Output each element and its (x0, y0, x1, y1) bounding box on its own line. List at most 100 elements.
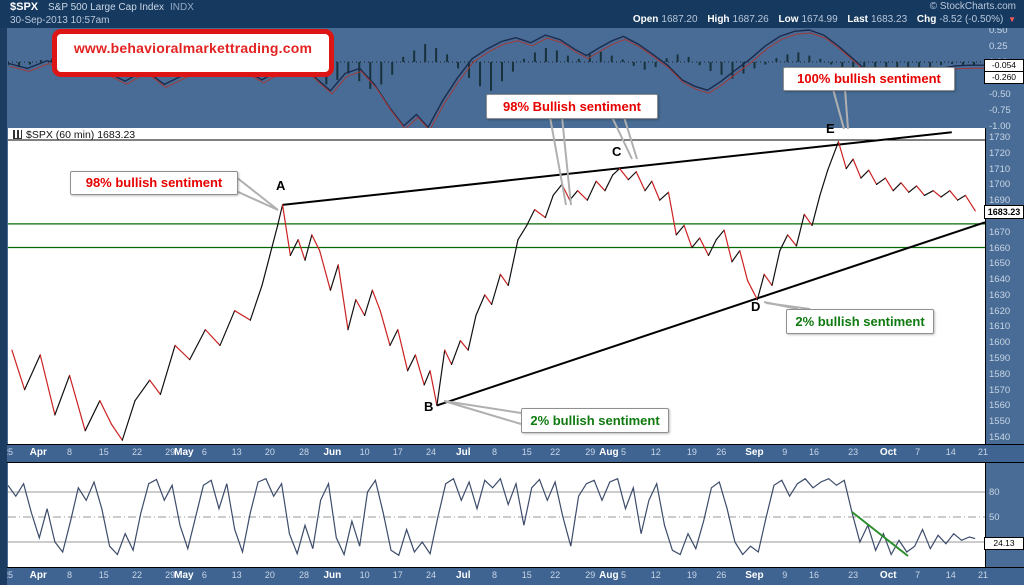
price-ytick: 1730 (989, 132, 1011, 143)
price-ytick: 1690 (989, 195, 1011, 207)
price-ytick: 1630 (989, 289, 1011, 301)
date-axis-day-label: 29 (585, 570, 596, 580)
callout-sentiment-98-left: 98% bullish sentiment (70, 171, 238, 195)
date-axis-month-label: Sep (745, 570, 764, 581)
date-axis-month-label: Aug (599, 570, 619, 581)
change-down-arrow-icon: ▼ (1008, 15, 1016, 24)
date-axis-month-label: Apr (29, 447, 47, 458)
last-price-box: 1683.23 (984, 205, 1024, 219)
date-axis-day-label: 8 (492, 570, 498, 580)
oscillator-value-box: 24.13 (984, 537, 1024, 550)
date-axis-day-label: 16 (809, 570, 820, 580)
price-ytick: 1620 (989, 305, 1011, 317)
chart-style-icon (13, 130, 22, 139)
date-axis-month-label: Apr (29, 570, 47, 581)
callout-sentiment-100: 100% bullish sentiment (783, 67, 955, 91)
date-axis-day-label: 22 (131, 447, 142, 457)
date-axis-day-label: 26 (716, 447, 727, 457)
oscillator-ytick: 80 (989, 487, 1000, 498)
date-axis-day-label: 12 (650, 447, 661, 457)
price-ytick: 1640 (989, 274, 1011, 286)
date-axis-day-label: 12 (650, 570, 661, 580)
date-axis-day-label: 15 (98, 570, 109, 580)
oscillator-plot (7, 477, 985, 557)
date-axis-day-label: 21 (978, 447, 989, 457)
date-axis-day-label: 13 (231, 447, 242, 457)
date-axis-day-label: 19 (686, 570, 697, 580)
high-value: 1687.26 (732, 14, 769, 25)
date-axis-day-label: 9 (782, 570, 788, 580)
date-axis-day-label: 29 (165, 447, 176, 457)
low-value: 1674.99 (801, 14, 838, 25)
price-ytick: 1610 (989, 321, 1011, 333)
date-axis-top: 25 Apr 8 15 22 29 May 6 13 20 28 Jun 10 17 24 Jul 8 15 22 2… (0, 444, 1024, 463)
date-axis-day-label: 17 (392, 447, 403, 457)
date-axis-day-label: 8 (67, 447, 73, 457)
date-axis-bottom: 25 Apr 8 15 22 29 May 6 13 20 28 Jun 10 17 24 Jul 8 15 22 2… (0, 567, 1024, 585)
date-axis-month-label: Aug (599, 447, 619, 458)
date-axis-day-label: 23 (848, 447, 859, 457)
symbol-label: $SPX (10, 1, 39, 13)
date-axis-day-label: 14 (945, 570, 956, 580)
date-axis-day-label: 19 (686, 447, 697, 457)
index-name-label: S&P 500 Large Cap Index (48, 2, 165, 13)
copyright-label: © StockCharts.com (929, 1, 1016, 12)
date-axis-day-label: 29 (585, 447, 596, 457)
date-axis-day-label: 24 (426, 570, 437, 580)
value-axis-column: 0.500.250.00-0.25-0.50-0.75-1.0017301720… (985, 0, 1024, 585)
wave-letter-b: B (424, 399, 434, 414)
datetime-label: 30-Sep-2013 10:57am (10, 15, 110, 26)
date-axis-day-label: 9 (782, 447, 788, 457)
price-ytick: 1560 (989, 400, 1011, 412)
date-axis-day-label: 7 (915, 570, 921, 580)
date-axis-day-label: 15 (521, 447, 532, 457)
date-axis-day-label: 25 (2, 447, 14, 457)
date-axis-day-label: 14 (945, 447, 956, 457)
chart-header: $SPX S&P 500 Large Cap Index INDX 30-Sep… (0, 0, 1024, 28)
date-axis-month-label: Oct (879, 570, 897, 581)
date-axis-day-label: 10 (359, 447, 370, 457)
indicator-ytick: 0.25 (989, 41, 1008, 52)
last-value: 1683.23 (870, 14, 908, 25)
date-axis-day-label: 16 (809, 447, 820, 457)
date-axis-day-label: 26 (716, 570, 727, 580)
oscillator-panel (7, 461, 986, 567)
date-axis-month-label: Sep (745, 447, 764, 458)
indicator-ytick: -1.00 (989, 121, 1011, 132)
price-ytick: 1590 (989, 353, 1011, 365)
date-axis-day-label: 22 (550, 447, 561, 457)
wave-letter-c: C (612, 144, 622, 159)
price-ytick: 1700 (989, 179, 1011, 191)
date-axis-day-label: 8 (67, 570, 73, 580)
date-axis-day-label: 23 (848, 570, 859, 580)
date-axis-day-label: 22 (131, 570, 142, 580)
date-axis-day-label: 28 (299, 447, 310, 457)
price-ytick: 1710 (989, 163, 1011, 175)
price-ytick: 1720 (989, 147, 1011, 159)
date-axis-day-label: 15 (521, 570, 532, 580)
quote-strip: Open 1687.20 High 1687.26 Low 1674.99 Last 1… (626, 14, 1016, 25)
date-axis-month-label: Jun (323, 447, 342, 458)
chg-value: -8.52 (-0.50%) (939, 14, 1004, 25)
price-ytick: 1670 (989, 226, 1011, 238)
indicator-ytick: 0.50 (989, 25, 1008, 36)
open-label: Open (632, 14, 659, 25)
low-label: Low (778, 14, 799, 25)
instrument-label: $SPX (60 min) 1683.23 (26, 129, 136, 141)
date-axis-day-label: 5 (620, 447, 627, 457)
price-ytick: 1600 (989, 337, 1011, 349)
open-value: 1687.20 (661, 14, 698, 25)
date-axis-day-label: 22 (550, 570, 561, 580)
price-ytick: 1660 (989, 242, 1011, 254)
date-axis-month-label: May (174, 570, 194, 581)
date-axis-day-label: 25 (2, 570, 14, 580)
last-label: Last (847, 14, 868, 25)
high-label: High (707, 14, 730, 25)
date-axis-day-label: 8 (492, 447, 498, 457)
price-ytick: 1650 (989, 258, 1011, 270)
date-axis-day-label: 7 (915, 447, 921, 457)
price-ytick: 1570 (989, 384, 1011, 396)
date-axis-day-label: 20 (264, 570, 275, 580)
date-axis-day-label: 6 (201, 447, 207, 457)
